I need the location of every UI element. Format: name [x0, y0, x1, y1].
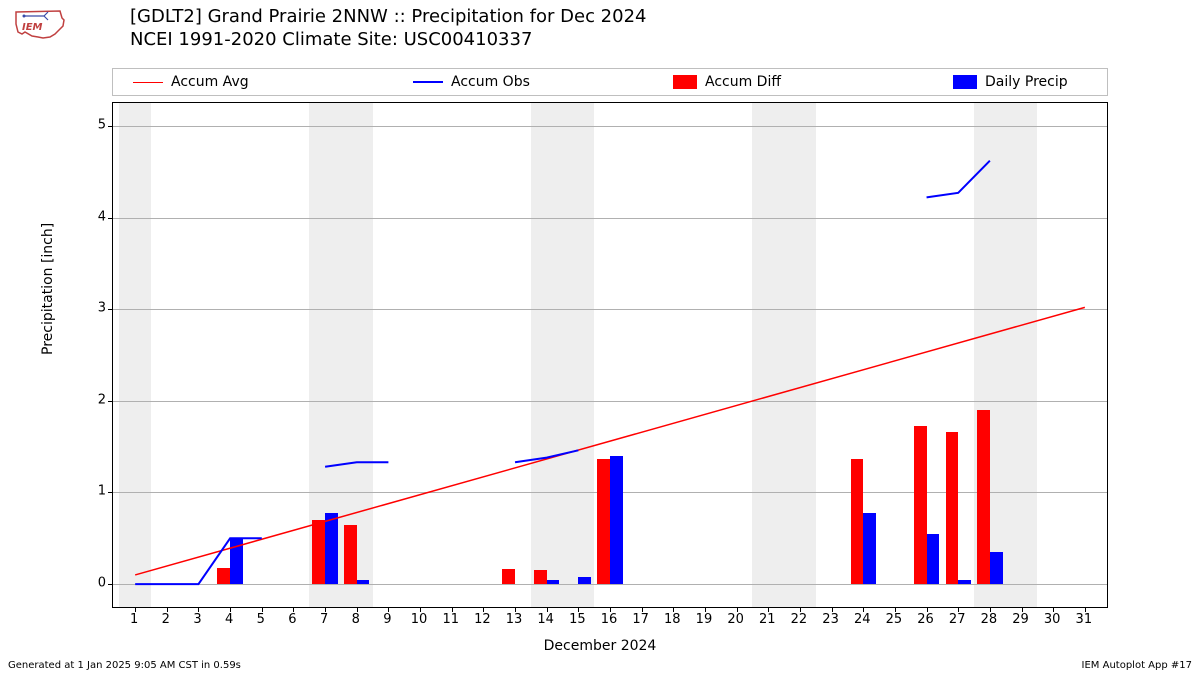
- x-tick-label: 23: [822, 612, 839, 627]
- x-tick-label: 17: [632, 612, 649, 627]
- title-line-2: NCEI 1991-2020 Climate Site: USC00410337: [130, 29, 647, 52]
- x-tick-label: 16: [601, 612, 618, 627]
- x-tick-label: 15: [569, 612, 586, 627]
- x-axis-label: December 2024: [0, 638, 1200, 654]
- x-tick-label: 9: [383, 612, 391, 627]
- x-tick-label: 29: [1012, 612, 1029, 627]
- x-tick-label: 1: [130, 612, 138, 627]
- x-tick-label: 5: [257, 612, 265, 627]
- x-tick-label: 19: [696, 612, 713, 627]
- legend-item-accum-obs: Accum Obs: [413, 74, 530, 90]
- x-tick-label: 2: [162, 612, 170, 627]
- patch-icon: [953, 75, 977, 89]
- y-tick-label: 2: [98, 392, 106, 407]
- x-tick-label: 26: [917, 612, 934, 627]
- y-tick-label: 3: [98, 301, 106, 316]
- y-tick-label: 5: [98, 117, 106, 132]
- y-tick-label: 4: [98, 209, 106, 224]
- line-icon: [133, 82, 163, 83]
- x-tick-label: 31: [1076, 612, 1093, 627]
- x-tick-label: 14: [537, 612, 554, 627]
- y-tick-label: 1: [98, 484, 106, 499]
- legend-label: Accum Avg: [171, 74, 249, 90]
- svg-text:IEM: IEM: [22, 22, 43, 33]
- x-tick-label: 3: [193, 612, 201, 627]
- patch-icon: [673, 75, 697, 89]
- legend-label: Accum Diff: [705, 74, 781, 90]
- chart-plot-area: [112, 102, 1108, 608]
- x-tick-label: 24: [854, 612, 871, 627]
- x-tick-label: 6: [288, 612, 296, 627]
- accum-obs-line: [515, 450, 578, 462]
- y-tick-label: 0: [98, 576, 106, 591]
- legend-item-daily-precip: Daily Precip: [953, 74, 1068, 90]
- x-tick-label: 10: [411, 612, 428, 627]
- x-tick-label: 28: [981, 612, 998, 627]
- legend-label: Accum Obs: [451, 74, 530, 90]
- legend: Accum Avg Accum Obs Accum Diff Daily Pre…: [112, 68, 1108, 96]
- x-tick-label: 7: [320, 612, 328, 627]
- iem-logo-icon: IEM: [10, 4, 70, 44]
- line-overlay: [113, 103, 1107, 607]
- x-tick-label: 25: [886, 612, 903, 627]
- x-tick-label: 11: [442, 612, 459, 627]
- footer-generated: Generated at 1 Jan 2025 9:05 AM CST in 0…: [8, 660, 241, 671]
- x-tick-label: 20: [727, 612, 744, 627]
- accum-obs-line: [927, 161, 990, 198]
- x-tick-label: 30: [1044, 612, 1061, 627]
- title-line-1: [GDLT2] Grand Prairie 2NNW :: Precipitat…: [130, 6, 647, 29]
- x-tick-label: 27: [949, 612, 966, 627]
- legend-item-accum-diff: Accum Diff: [673, 74, 781, 90]
- x-tick-label: 8: [352, 612, 360, 627]
- x-tick-label: 13: [506, 612, 523, 627]
- x-tick-label: 18: [664, 612, 681, 627]
- legend-item-accum-avg: Accum Avg: [133, 74, 249, 90]
- x-tick-label: 4: [225, 612, 233, 627]
- legend-label: Daily Precip: [985, 74, 1068, 90]
- accum-avg-line: [135, 307, 1085, 575]
- footer-app: IEM Autoplot App #17: [1082, 660, 1192, 671]
- x-tick-label: 12: [474, 612, 491, 627]
- y-axis-label: Precipitation [inch]: [40, 223, 56, 355]
- chart-title: [GDLT2] Grand Prairie 2NNW :: Precipitat…: [130, 6, 647, 51]
- accum-obs-line: [325, 462, 388, 467]
- line-icon: [413, 81, 443, 83]
- x-tick-label: 21: [759, 612, 776, 627]
- x-tick-label: 22: [791, 612, 808, 627]
